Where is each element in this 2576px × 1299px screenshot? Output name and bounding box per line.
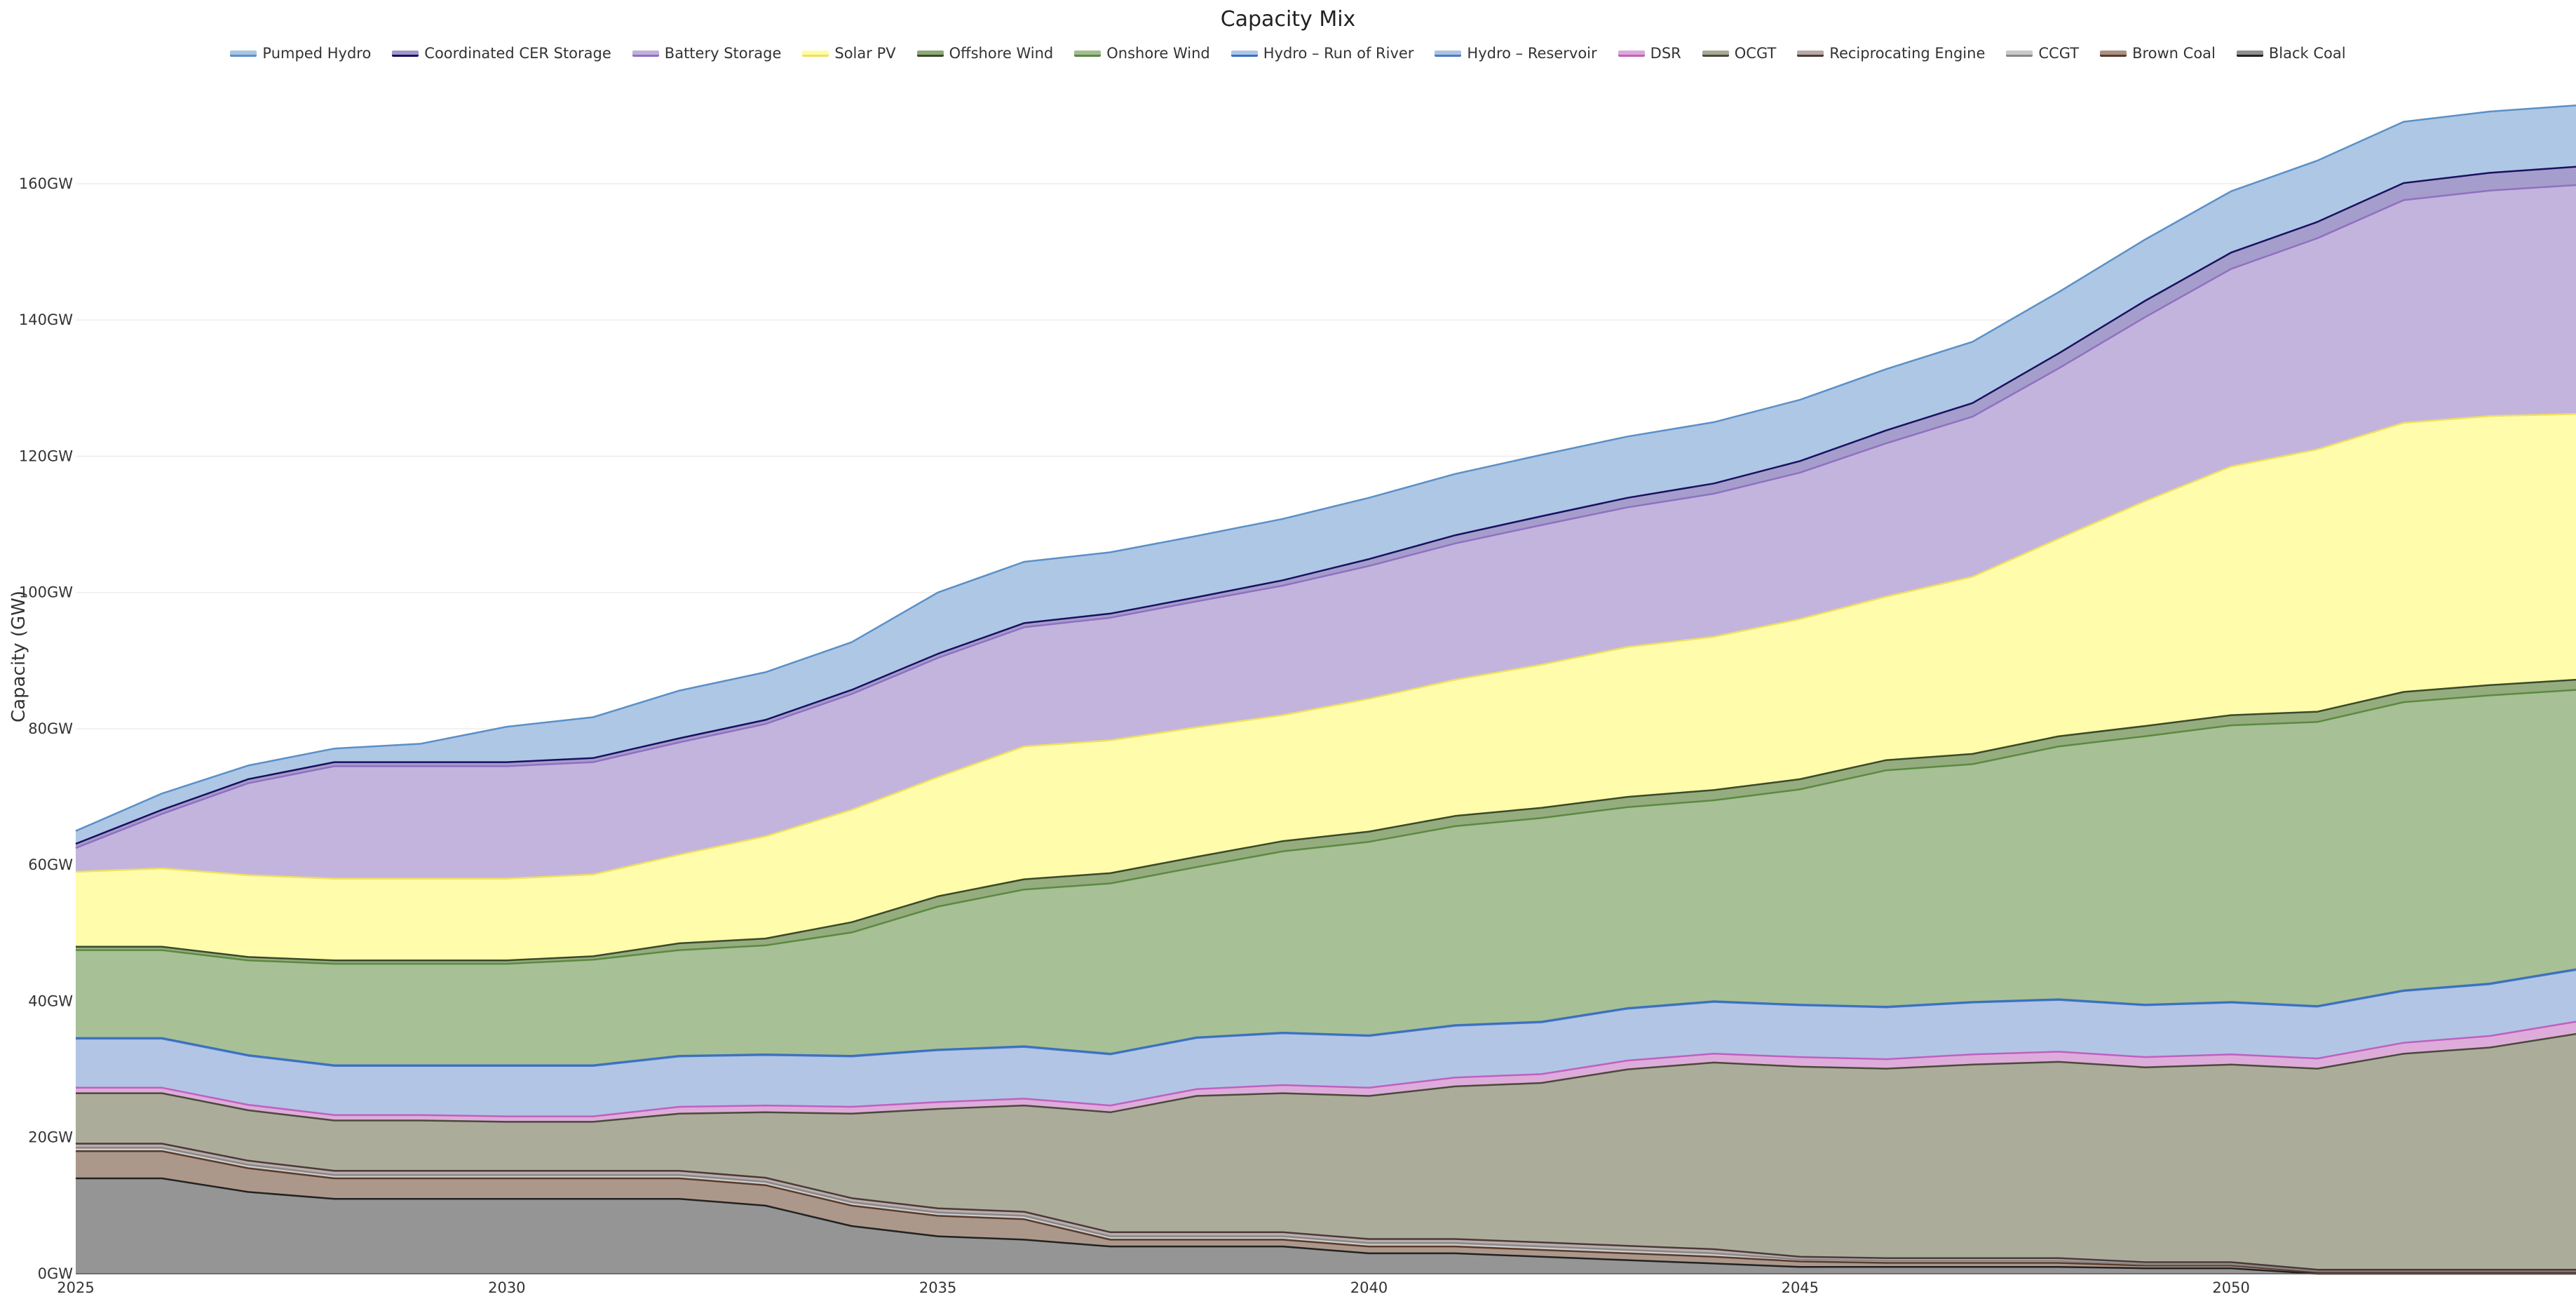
y-tick-label: 40GW xyxy=(28,992,73,1009)
area-solar-pv xyxy=(76,414,2576,961)
x-tick-label: 2050 xyxy=(2212,1279,2249,1296)
line-black-coal xyxy=(76,1177,2576,1275)
line-ccgt xyxy=(76,1147,2576,1272)
area-battery-storage xyxy=(76,184,2576,879)
x-tick-label: 2035 xyxy=(919,1279,956,1296)
x-tick-label: 2025 xyxy=(57,1279,94,1296)
line-hydro-run-of-river xyxy=(76,968,2576,1067)
line-ocgt xyxy=(76,1032,2576,1123)
area-ocgt xyxy=(76,1034,2576,1270)
legend-label: Battery Storage xyxy=(664,45,782,62)
area-reciprocating-engine xyxy=(76,1143,2576,1272)
legend-swatch xyxy=(392,50,419,57)
legend-item-onshore-wind[interactable]: Onshore Wind xyxy=(1074,45,1210,62)
area-hydro-reservoir xyxy=(76,969,2576,1117)
legend-swatch xyxy=(1702,50,1729,57)
legend-item-solar-pv[interactable]: Solar PV xyxy=(802,45,896,62)
area-black-coal xyxy=(76,1178,2576,1274)
y-tick-label: 0GW xyxy=(38,1265,74,1282)
y-tick-label: 60GW xyxy=(28,856,73,873)
y-tick-label: 140GW xyxy=(19,311,73,328)
legend-item-battery-storage[interactable]: Battery Storage xyxy=(632,45,782,62)
legend-swatch xyxy=(230,50,257,57)
legend-label: CCGT xyxy=(2038,45,2080,62)
y-tick-label: 120GW xyxy=(19,447,73,464)
line-brown-coal xyxy=(76,1150,2576,1274)
chart-title: Capacity Mix xyxy=(1220,7,1356,32)
legend-label: OCGT xyxy=(1734,45,1777,62)
legend-label: Offshore Wind xyxy=(949,45,1054,62)
x-tick-label: 2045 xyxy=(1782,1279,1819,1296)
line-pumped-hydro xyxy=(75,105,2576,832)
legend-swatch xyxy=(802,50,829,57)
line-solar-pv xyxy=(75,413,2576,880)
line-offshore-wind xyxy=(76,678,2576,962)
legend-swatch xyxy=(1074,50,1101,57)
legend-item-dsr[interactable]: DSR xyxy=(1618,45,1681,62)
legend-item-hydro-run-of-river[interactable]: Hydro – Run of River xyxy=(1231,45,1414,62)
legend-label: Coordinated CER Storage xyxy=(424,45,611,62)
legend-label: Black Coal xyxy=(2268,45,2346,62)
area-ccgt xyxy=(76,1147,2576,1273)
area-pumped-hydro xyxy=(76,105,2576,844)
y-tick-label: 160GW xyxy=(19,175,73,192)
legend: Pumped Hydro Coordinated CER Storage Batte… xyxy=(0,45,2576,62)
y-tick-label: 80GW xyxy=(28,720,73,737)
legend-label: Hydro – Reservoir xyxy=(1467,45,1597,62)
legend-label: Brown Coal xyxy=(2132,45,2216,62)
legend-label: DSR xyxy=(1650,45,1681,62)
legend-swatch xyxy=(2236,50,2263,57)
line-coordinated-cer-storage xyxy=(75,166,2576,845)
legend-label: Reciprocating Engine xyxy=(1829,45,1986,62)
legend-label: Hydro – Run of River xyxy=(1263,45,1414,62)
area-brown-coal xyxy=(76,1151,2576,1274)
line-dsr xyxy=(76,1021,2576,1117)
legend-swatch xyxy=(1797,50,1824,57)
area-onshore-wind xyxy=(76,689,2576,1065)
legend-item-brown-coal[interactable]: Brown Coal xyxy=(2100,45,2216,62)
line-battery-storage xyxy=(75,184,2576,849)
legend-item-hydro-reservoir[interactable]: Hydro – Reservoir xyxy=(1435,45,1597,62)
legend-label: Solar PV xyxy=(834,45,896,62)
legend-item-pumped-hydro[interactable]: Pumped Hydro xyxy=(230,45,371,62)
legend-swatch xyxy=(1435,50,1462,57)
series-areas xyxy=(76,105,2576,1274)
legend-item-reciprocating-engine[interactable]: Reciprocating Engine xyxy=(1797,45,1985,62)
line-reciprocating-engine xyxy=(76,1143,2576,1271)
y-tick-label: 20GW xyxy=(28,1129,73,1146)
x-tick-label: 2040 xyxy=(1350,1279,1388,1296)
legend-swatch xyxy=(2006,50,2033,57)
legend-swatch xyxy=(1618,50,1645,57)
x-tick-label: 2030 xyxy=(488,1279,525,1296)
legend-item-ccgt[interactable]: CCGT xyxy=(2006,45,2079,62)
legend-swatch xyxy=(1231,50,1258,57)
legend-swatch xyxy=(916,50,944,57)
legend-item-coordinated-cer-storage[interactable]: Coordinated CER Storage xyxy=(392,45,611,62)
legend-swatch xyxy=(2100,50,2127,57)
line-onshore-wind xyxy=(76,689,2576,965)
legend-label: Pumped Hydro xyxy=(262,45,372,62)
y-axis-label: Capacity (GW) xyxy=(8,590,29,722)
legend-swatch xyxy=(632,50,659,57)
legend-item-ocgt[interactable]: OCGT xyxy=(1702,45,1777,62)
legend-item-black-coal[interactable]: Black Coal xyxy=(2236,45,2346,62)
y-tick-label: 100GW xyxy=(19,584,73,601)
legend-label: Onshore Wind xyxy=(1106,45,1210,62)
legend-item-offshore-wind[interactable]: Offshore Wind xyxy=(916,45,1054,62)
